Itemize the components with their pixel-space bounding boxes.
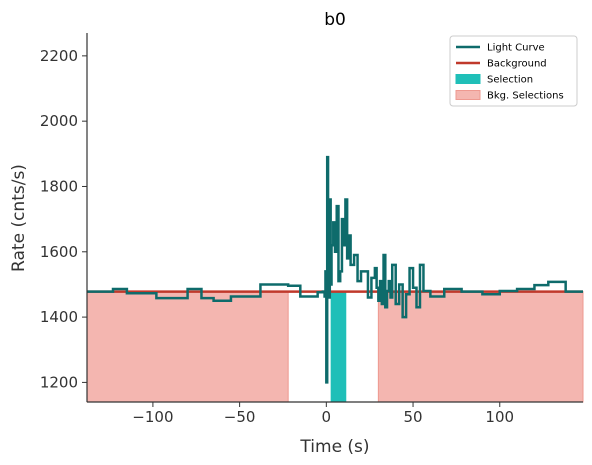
- x-tick-label: 100: [485, 408, 514, 426]
- legend-label: Light Curve: [487, 43, 545, 54]
- selection-fill: [330, 291, 347, 402]
- bkg-selection-2: [377, 291, 584, 403]
- light-curve-series: [87, 155, 583, 384]
- bkg-selections: [86, 291, 584, 403]
- legend: Light Curve Background Selection Bkg. Selec…: [449, 35, 578, 107]
- x-tick-label: 50: [403, 408, 422, 426]
- y-axis-ticks: 1200 1400 1600 1800 2000 2200: [40, 47, 87, 391]
- x-axis-title: Time (s): [299, 437, 369, 457]
- axes: [86, 33, 583, 403]
- y-tick-label: 2000: [40, 112, 78, 130]
- chart-title: b0: [324, 10, 346, 30]
- legend-label: Selection: [487, 75, 533, 86]
- x-tick-label: −50: [224, 408, 256, 426]
- selection-region: [330, 291, 347, 402]
- legend-box: [449, 35, 578, 107]
- legend-swatch-patch: [455, 90, 481, 100]
- x-tick-label: −100: [132, 408, 173, 426]
- y-tick-label: 1800: [40, 177, 78, 195]
- legend-swatch-patch: [455, 74, 481, 84]
- legend-label: Bkg. Selections: [487, 91, 564, 102]
- legend-label: Background: [487, 59, 547, 70]
- y-tick-label: 1400: [40, 308, 78, 326]
- x-tick-label: 0: [322, 408, 332, 426]
- x-axis-ticks: −100 −50 0 50 100: [132, 402, 514, 426]
- light-curve-line: [87, 155, 583, 384]
- bkg-selection-1: [86, 291, 289, 403]
- y-tick-label: 1200: [40, 373, 78, 391]
- y-tick-label: 1600: [40, 243, 78, 261]
- y-tick-label: 2200: [40, 47, 78, 65]
- y-axis-title: Rate (cnts/s): [9, 164, 29, 272]
